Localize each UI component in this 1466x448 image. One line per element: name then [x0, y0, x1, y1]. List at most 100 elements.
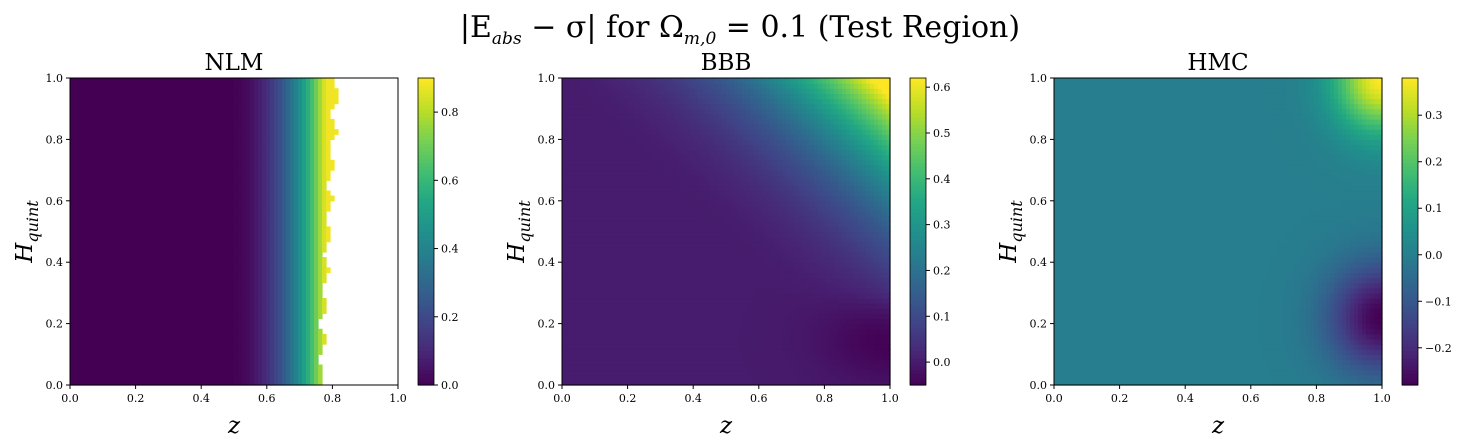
heatmap-cell	[126, 251, 131, 258]
heatmap-cell	[218, 251, 223, 258]
heatmap-cell	[614, 154, 619, 161]
heatmap-cell	[150, 83, 155, 89]
heatmap-cell	[82, 211, 87, 217]
heatmap-cell	[126, 231, 131, 238]
heatmap-cell	[274, 241, 279, 248]
heatmap-cell	[114, 98, 119, 105]
heatmap-cell	[138, 134, 143, 140]
heatmap-cell	[206, 241, 211, 248]
heatmap-cell	[94, 241, 99, 248]
heatmap-cell	[310, 287, 315, 294]
heatmap-cell	[130, 78, 135, 84]
heatmap-cell	[90, 287, 95, 294]
heatmap-cell	[286, 185, 291, 192]
heatmap-cell	[242, 185, 247, 192]
heatmap-cell	[254, 175, 259, 181]
heatmap-cell	[310, 236, 315, 243]
heatmap-cell	[270, 359, 275, 366]
heatmap-cell	[178, 180, 183, 187]
heatmap-cell	[186, 149, 191, 156]
heatmap-cell	[206, 83, 211, 89]
heatmap-cell	[294, 328, 299, 335]
heatmap-cell	[154, 164, 159, 171]
heatmap-cell	[250, 144, 255, 151]
heatmap-cell	[194, 226, 199, 233]
heatmap-cell	[614, 374, 619, 381]
heatmap-cell	[586, 164, 591, 171]
heatmap-cell	[238, 185, 243, 192]
heatmap-cell	[574, 139, 579, 146]
heatmap-cell	[318, 344, 323, 350]
heatmap-cell	[562, 349, 567, 355]
heatmap-cell	[586, 323, 591, 330]
heatmap-cell	[234, 272, 239, 279]
heatmap-cell	[218, 257, 223, 263]
heatmap-cell	[174, 328, 179, 335]
heatmap-cell	[218, 318, 223, 325]
heatmap-cell	[150, 257, 155, 263]
heatmap-cell	[218, 354, 223, 361]
heatmap-cell	[122, 216, 127, 222]
heatmap-cell	[234, 149, 239, 156]
heatmap-cell	[74, 251, 79, 258]
heatmap-cell	[286, 88, 291, 94]
heatmap-cell	[298, 272, 303, 279]
heatmap-cell	[266, 221, 271, 227]
colorbar-segment	[418, 158, 434, 164]
heatmap-cell	[318, 231, 323, 238]
heatmap-cell	[78, 83, 83, 89]
heatmap-cell	[194, 108, 199, 115]
heatmap-cell	[562, 333, 567, 340]
heatmap-cell	[98, 303, 103, 309]
heatmap-cell	[78, 103, 83, 110]
heatmap-cell	[258, 93, 263, 100]
heatmap-cell	[622, 303, 627, 309]
heatmap-cell	[210, 262, 215, 268]
heatmap-cell	[78, 195, 83, 202]
heatmap-cell	[306, 379, 311, 386]
heatmap-cell	[626, 277, 631, 284]
heatmap-cell	[198, 364, 203, 371]
heatmap-cell	[94, 231, 99, 238]
heatmap-cell	[302, 216, 307, 222]
heatmap-cell	[322, 175, 327, 181]
heatmap-cell	[318, 170, 323, 176]
heatmap-cell	[582, 344, 587, 350]
heatmap-cell	[194, 93, 199, 100]
heatmap-cell	[118, 88, 123, 94]
heatmap-cell	[74, 354, 79, 361]
heatmap-cell	[238, 83, 243, 89]
heatmap-cell	[178, 103, 183, 110]
heatmap-cell	[218, 303, 223, 309]
heatmap-cell	[202, 374, 207, 381]
heatmap-cell	[166, 323, 171, 330]
heatmap-cell	[166, 277, 171, 284]
heatmap-cell	[274, 303, 279, 309]
heatmap-cell	[138, 200, 143, 207]
heatmap-cell	[194, 154, 199, 161]
heatmap-cell	[610, 144, 615, 151]
heatmap-cell	[214, 164, 219, 171]
heatmap-cell	[586, 134, 591, 140]
heatmap-cell	[302, 134, 307, 140]
heatmap-cell	[218, 175, 223, 181]
heatmap-cell	[226, 241, 231, 248]
heatmap-cell	[578, 298, 583, 304]
heatmap-cell	[150, 246, 155, 253]
heatmap-cell	[138, 354, 143, 361]
heatmap-cell	[598, 129, 603, 135]
heatmap-cell	[626, 180, 631, 187]
heatmap-cell	[310, 103, 315, 110]
heatmap-cell	[134, 313, 139, 320]
heatmap-cell	[222, 93, 227, 100]
heatmap-cell	[122, 149, 127, 156]
heatmap-cell	[98, 272, 103, 279]
heatmap-cell	[142, 124, 147, 130]
heatmap-cell	[618, 159, 623, 166]
heatmap-cell	[290, 236, 295, 243]
heatmap-cell	[198, 185, 203, 192]
heatmap-cell	[86, 344, 91, 350]
heatmap-cell	[122, 164, 127, 171]
heatmap-cell	[602, 231, 607, 238]
heatmap-cell	[606, 323, 611, 330]
